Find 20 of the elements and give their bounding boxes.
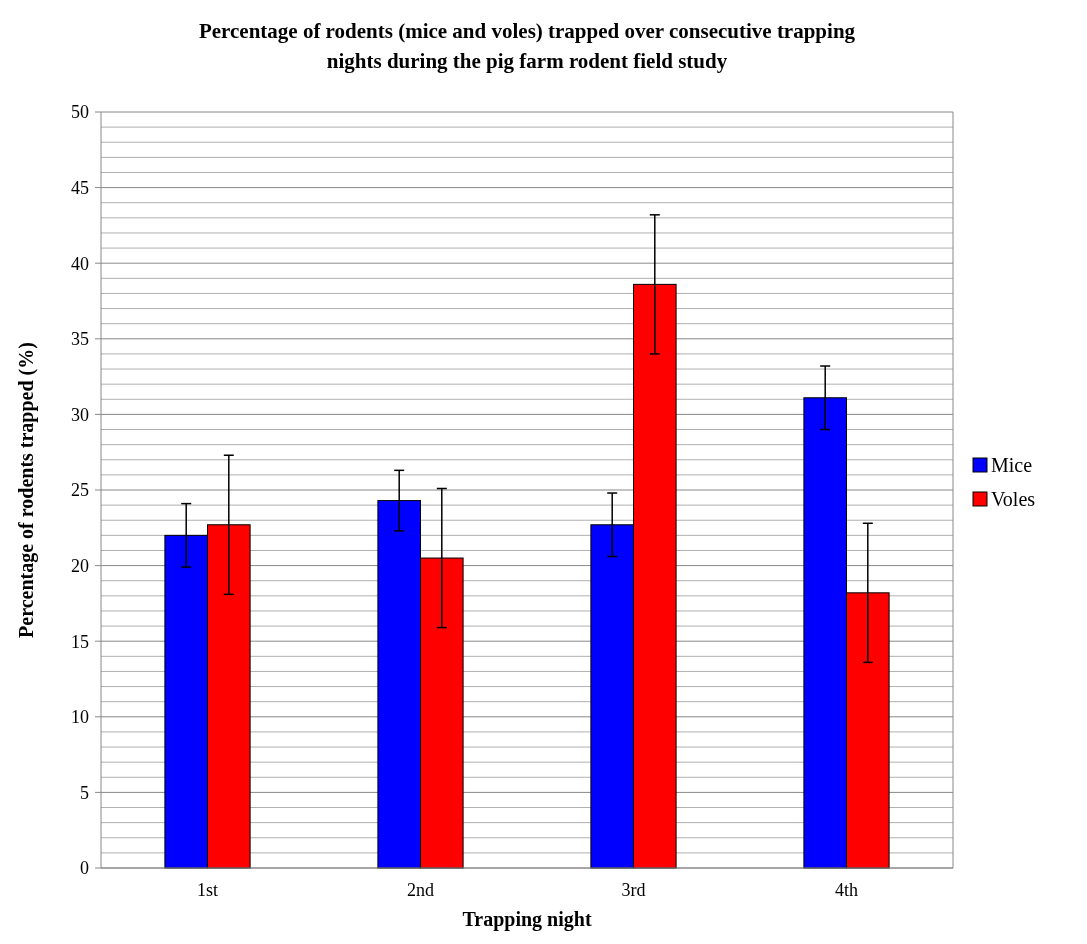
y-axis-title: Percentage of rodents trapped (%): [15, 342, 38, 638]
y-tick-label: 10: [71, 707, 89, 728]
y-tick-label: 50: [71, 102, 89, 123]
x-tick-label: 1st: [196, 880, 219, 900]
x-tick-label: 4th: [834, 880, 859, 900]
y-tick-label: 25: [71, 480, 89, 501]
x-axis-title: Trapping night: [462, 908, 592, 931]
y-tick-label: 30: [71, 404, 89, 425]
legend-label: Voles: [991, 488, 1036, 510]
chart-title: Percentage of rodents (mice and voles) trapped over consecutive trapping nights during the pig farm rodent field study: [198, 19, 856, 73]
y-tick-label: 35: [71, 329, 89, 350]
y-tick-label: 40: [71, 253, 89, 274]
y-tick-label: 15: [71, 631, 89, 652]
y-tick-label: 5: [80, 782, 89, 803]
y-tick-label: 0: [80, 858, 89, 879]
y-tick-label: 45: [71, 177, 89, 198]
legend-label: Mice: [991, 454, 1033, 476]
x-tick-label: 3rd: [621, 880, 646, 900]
y-tick-label: 20: [71, 555, 89, 576]
x-tick-label: 2nd: [407, 880, 434, 900]
